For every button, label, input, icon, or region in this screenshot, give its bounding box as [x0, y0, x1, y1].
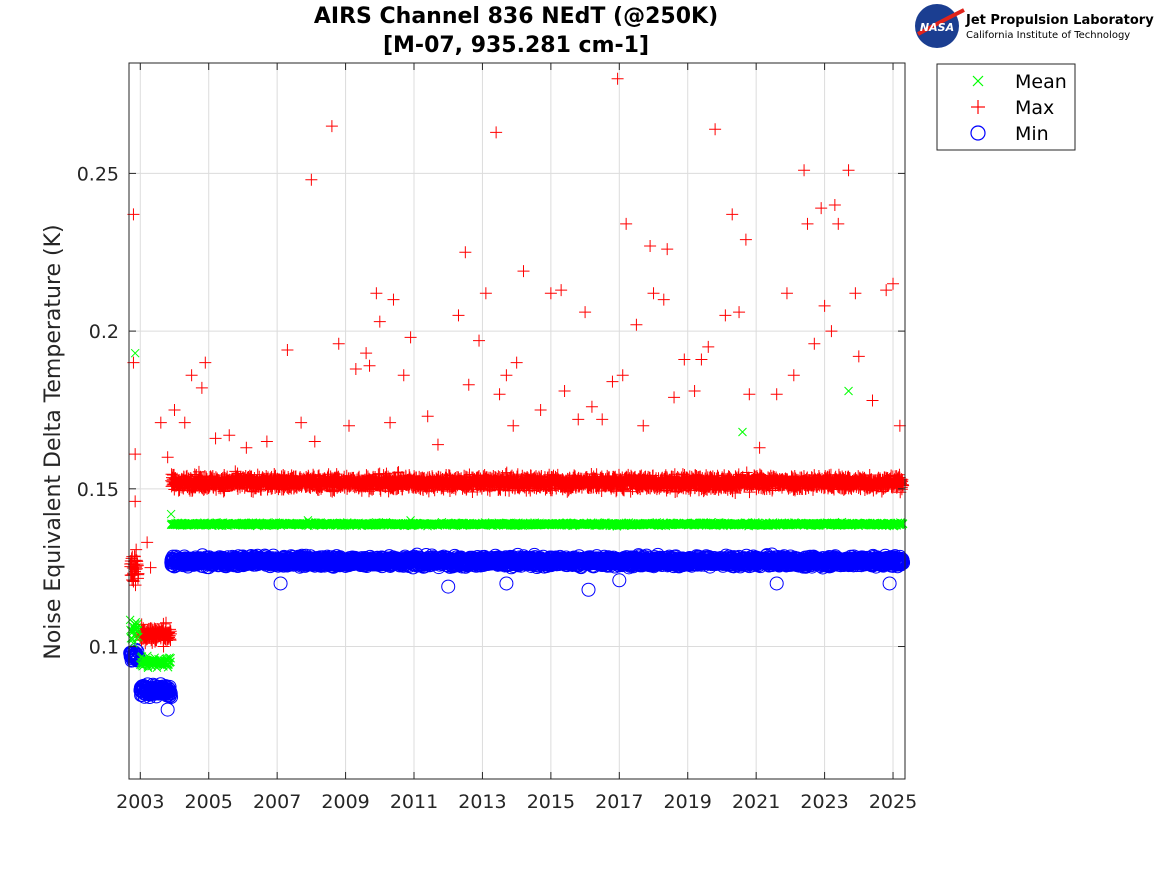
- jpl-logo: NASA Jet Propulsion Laboratory Californi…: [915, 4, 1154, 48]
- jpl-logo-line1: Jet Propulsion Laboratory: [965, 13, 1154, 28]
- point-min: [164, 689, 179, 704]
- chart-subtitle: [M-07, 935.281 cm-1]: [383, 33, 649, 58]
- point-min: [163, 686, 178, 701]
- nasa-swoosh-icon: [917, 8, 965, 36]
- nasa-badge-text: NASA: [920, 21, 954, 34]
- point-min: [162, 679, 177, 694]
- plot-background: [129, 63, 905, 779]
- point-min: [130, 644, 145, 659]
- chart-title: AIRS Channel 836 NEdT (@250K): [314, 4, 718, 29]
- series-min: [123, 547, 911, 717]
- jpl-logo-line2: California Institute of Technology: [966, 30, 1130, 41]
- data-points: [123, 72, 911, 717]
